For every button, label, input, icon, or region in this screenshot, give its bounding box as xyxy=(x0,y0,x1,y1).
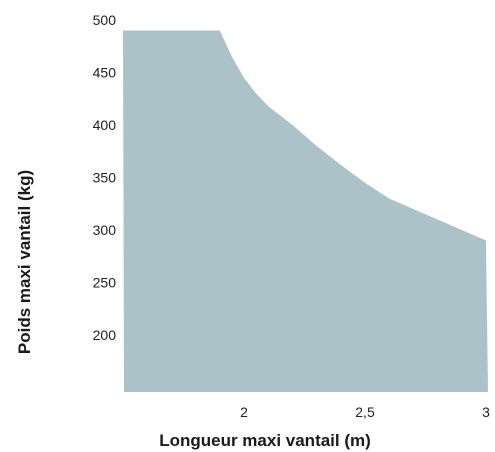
x-axis-title: Longueur maxi vantail (m) xyxy=(159,431,371,450)
x-tick-label: 2,5 xyxy=(355,404,375,420)
y-tick-label: 450 xyxy=(93,65,117,81)
y-tick-label: 500 xyxy=(93,12,117,28)
y-tick-label: 200 xyxy=(93,327,117,343)
y-tick-label: 400 xyxy=(93,117,117,133)
x-tick-label: 3 xyxy=(482,404,490,420)
area-fill xyxy=(123,30,488,392)
y-tick-label: 250 xyxy=(93,275,117,291)
y-tick-label: 350 xyxy=(93,170,117,186)
x-tick-label: 2 xyxy=(240,404,248,420)
y-tick-label: 300 xyxy=(93,222,117,238)
x-axis-ticks: 2 2,5 3 xyxy=(240,404,490,420)
y-axis-title: Poids maxi vantail (kg) xyxy=(15,170,34,354)
y-axis-ticks: 200 250 300 350 400 450 500 xyxy=(93,12,117,343)
